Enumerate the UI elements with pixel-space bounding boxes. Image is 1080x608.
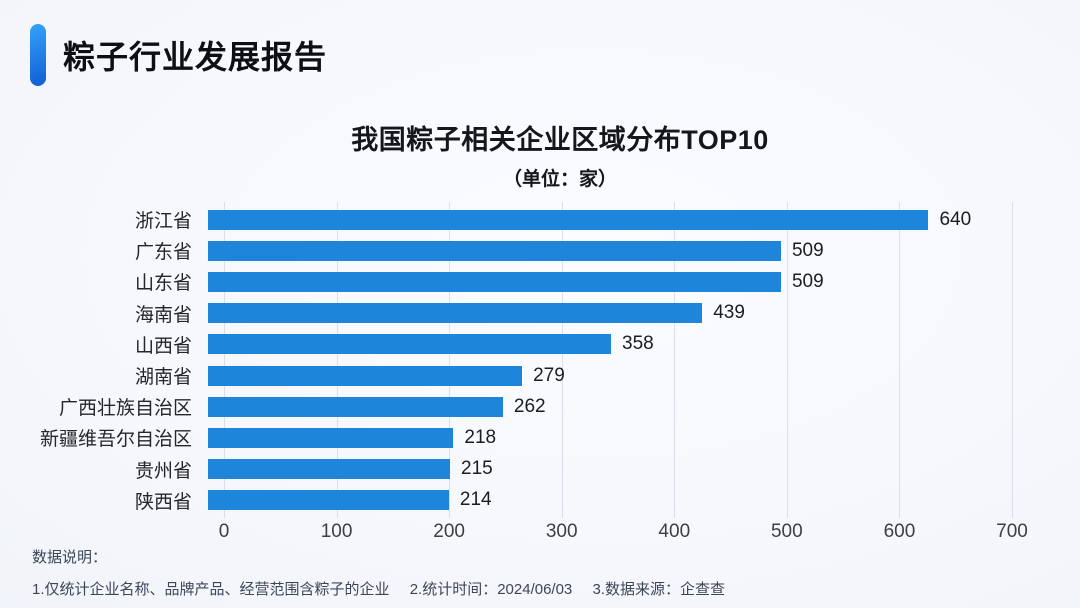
bar-track: 509 (208, 270, 996, 292)
gridline (674, 202, 676, 518)
x-tick-label: 600 (883, 520, 916, 542)
bar (208, 334, 611, 355)
value-label: 262 (513, 395, 546, 417)
value-label: 218 (464, 426, 497, 448)
value-label: 509 (791, 239, 824, 261)
bar-track: 214 (208, 489, 996, 511)
x-tick-label: 500 (770, 520, 803, 542)
bar (208, 490, 449, 511)
bar-chart: 浙江省 640 广东省 509 山东省 509 海南省 439 山西省 358 湖南省 279 广西壮族… (32, 202, 1028, 548)
bar-row: 浙江省 640 (32, 204, 1022, 235)
chart-title: 我国粽子相关企业区域分布TOP10 (351, 125, 769, 155)
gridline (336, 202, 338, 518)
x-tick-label: 400 (658, 520, 691, 542)
gridline (561, 202, 563, 518)
bar-row: 贵州省 215 (32, 454, 1022, 485)
category-label: 海南省 (134, 304, 192, 326)
category-label: 广西壮族自治区 (58, 398, 192, 420)
bar (208, 240, 781, 261)
x-tick-label: 0 (218, 520, 230, 542)
x-tick-label: 200 (433, 520, 465, 542)
bar (208, 396, 503, 417)
x-tick-label: 700 (996, 520, 1028, 542)
value-label: 215 (461, 458, 493, 480)
bar-rows: 浙江省 640 广东省 509 山东省 509 海南省 439 山西省 358 湖南省 279 广西壮族… (32, 204, 1022, 516)
gridline (786, 202, 788, 518)
bar-track: 439 (208, 302, 996, 324)
value-label: 358 (622, 333, 654, 355)
bar (208, 271, 781, 292)
value-label: 509 (791, 270, 824, 292)
bar-row: 新疆维吾尔自治区 218 (32, 422, 1022, 453)
gridline (224, 202, 225, 518)
bar-row: 广东省 509 (32, 235, 1022, 266)
bar-track: 279 (208, 364, 996, 386)
bar-row: 山西省 358 (32, 329, 1022, 360)
category-label: 贵州省 (134, 460, 192, 482)
gridlines (224, 202, 1013, 518)
bar-track: 509 (208, 239, 996, 261)
bar-track: 358 (208, 333, 996, 355)
category-label: 山东省 (134, 273, 192, 295)
bar-row: 广西壮族自治区 262 (32, 391, 1022, 422)
category-label: 广东省 (134, 242, 192, 264)
category-label: 湖南省 (134, 367, 192, 389)
bar (208, 303, 703, 324)
category-label: 浙江省 (134, 211, 192, 233)
bar (208, 459, 451, 480)
value-label: 214 (459, 489, 492, 511)
category-label: 陕西省 (134, 491, 192, 513)
x-tick-label: 300 (545, 520, 578, 542)
notes-line: 1.仅统计企业名称、品牌产品、经营范围含粽子的企业 2.统计时间：2024/06… (32, 578, 741, 599)
bar-row: 湖南省 279 (32, 360, 1022, 391)
title-accent-bar (30, 24, 46, 86)
bar-track: 218 (208, 426, 996, 448)
bar-row: 山东省 509 (32, 266, 1022, 297)
gridline (449, 202, 451, 518)
gridline (899, 202, 901, 518)
report-title: 粽子行业发展报告 (63, 39, 328, 75)
category-label: 山西省 (134, 335, 192, 357)
value-label: 279 (533, 364, 565, 386)
note-item-scope: 1.仅统计企业名称、品牌产品、经营范围含粽子的企业 (32, 581, 390, 598)
bar-track: 262 (208, 395, 996, 417)
bar-track: 640 (208, 208, 996, 230)
bar (208, 427, 454, 448)
bar-row: 陕西省 214 (32, 485, 1022, 516)
note-item-source: 3.数据来源：企查查 (592, 581, 725, 598)
bar (208, 209, 929, 230)
bar (208, 365, 523, 386)
report-header: 粽子行业发展报告 (30, 24, 327, 86)
bar-track: 215 (208, 458, 996, 480)
chart-section: 我国粽子相关企业区域分布TOP10 （单位：家） 浙江省 640 广东省 509 山东省… (32, 118, 1028, 548)
category-label: 新疆维吾尔自治区 (39, 429, 192, 451)
chart-subtitle: （单位：家） (502, 169, 617, 190)
bar-row: 海南省 439 (32, 298, 1022, 329)
value-label: 640 (939, 208, 972, 230)
data-notes: 数据说明： 1.仅统计企业名称、品牌产品、经营范围含粽子的企业 2.统计时间：2… (32, 546, 741, 599)
gridline (1012, 202, 1013, 518)
x-axis: 0 100 200 300 400 500 600 700 (219, 518, 1028, 548)
notes-heading: 数据说明： (32, 549, 108, 566)
x-tick-label: 100 (320, 520, 353, 542)
note-item-date: 2.统计时间：2024/06/03 (409, 581, 573, 598)
value-label: 439 (713, 302, 745, 324)
